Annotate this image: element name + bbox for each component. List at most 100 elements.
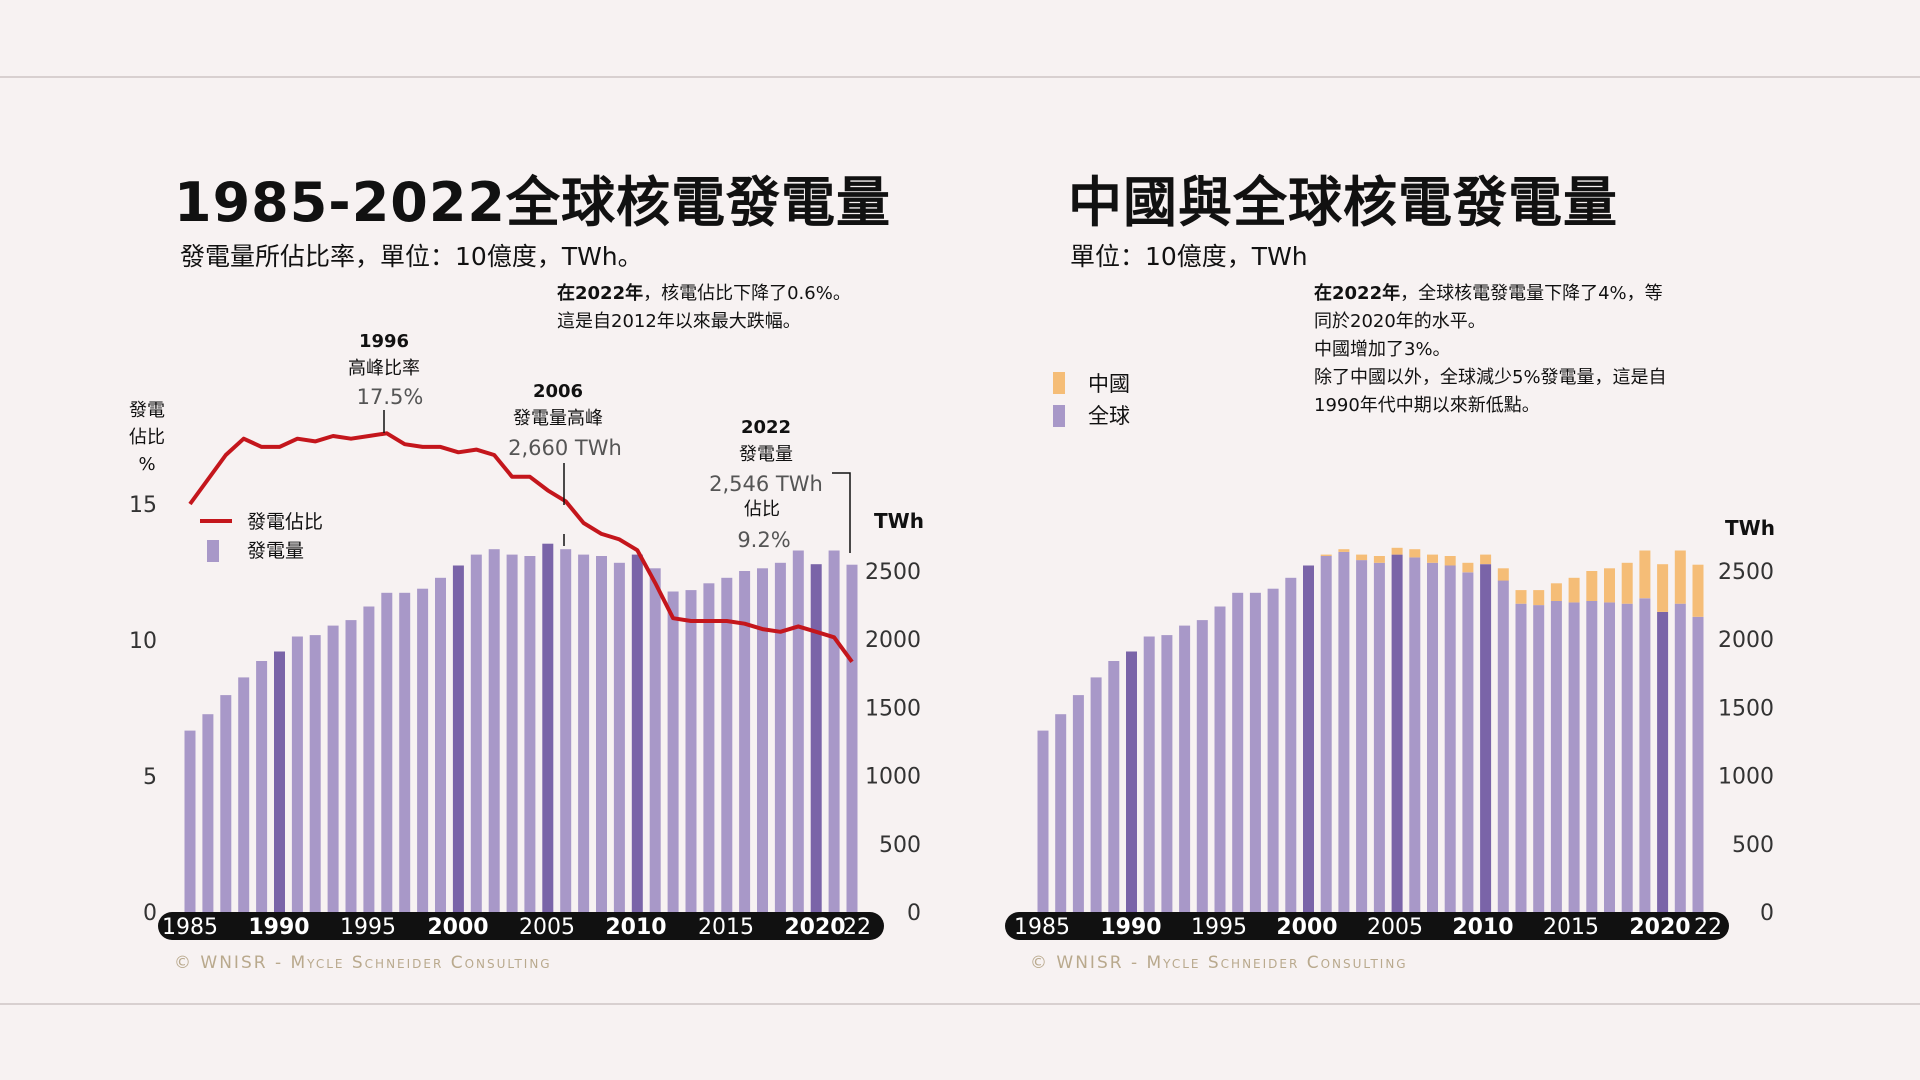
bar-world-2015 bbox=[1568, 602, 1580, 912]
bar-china-2018 bbox=[1621, 562, 1633, 604]
bar-generation-2009 bbox=[613, 562, 625, 912]
right-x-tick-1990: 1990 bbox=[1100, 915, 1161, 940]
right-note-line4: 除了中國以外，全球減少5%發電量，這是自 bbox=[1314, 367, 1667, 388]
right-chart-title: 中國與全球核電發電量 bbox=[1068, 171, 1618, 234]
right-y-tick-0: 0 bbox=[907, 901, 921, 926]
bar-china-2021 bbox=[1674, 550, 1686, 604]
bar-generation-1996 bbox=[381, 592, 393, 912]
left-note-line1: ，核電佔比下降了0.6%。 bbox=[643, 283, 851, 304]
bar-world-1990 bbox=[1126, 651, 1137, 912]
legend-generation-label: 發電量 bbox=[247, 540, 304, 562]
bar-china-2003 bbox=[1356, 554, 1368, 561]
left-note-bold: 在2022年 bbox=[557, 283, 644, 304]
right-x-tick-1985: 1985 bbox=[1014, 915, 1070, 940]
bar-world-2021 bbox=[1674, 603, 1686, 912]
bar-generation-1998 bbox=[417, 588, 429, 912]
bar-world-2016 bbox=[1586, 601, 1598, 912]
legend-china-swatch bbox=[1053, 372, 1065, 394]
annotation-2006-label: 發電量高峰 bbox=[513, 408, 603, 429]
bar-world-2011 bbox=[1497, 580, 1509, 912]
bar-world-2002 bbox=[1338, 551, 1350, 912]
right-bars bbox=[1037, 547, 1704, 912]
bar-world-2001 bbox=[1320, 556, 1332, 912]
bar-china-2004 bbox=[1373, 556, 1385, 563]
bar-world-1995 bbox=[1214, 606, 1226, 912]
right-chart-y-tick-1000: 1000 bbox=[1718, 765, 1774, 790]
annotation-2022-value: 2,546 TWh bbox=[709, 472, 823, 496]
left-x-tick-1985: 1985 bbox=[162, 915, 218, 940]
left-x-tick-2005: 2005 bbox=[519, 915, 575, 940]
bar-china-2005 bbox=[1391, 547, 1403, 555]
bar-generation-1999 bbox=[435, 577, 446, 912]
bar-world-2020 bbox=[1657, 611, 1669, 912]
bar-world-2014 bbox=[1550, 601, 1562, 912]
bar-generation-2000 bbox=[452, 565, 464, 912]
bar-world-1999 bbox=[1285, 577, 1297, 912]
bar-generation-2001 bbox=[470, 554, 482, 912]
bar-china-2002 bbox=[1338, 549, 1350, 552]
left-y-tick-15: 15 bbox=[129, 493, 157, 518]
bar-world-2008 bbox=[1444, 565, 1456, 912]
bar-world-1985 bbox=[1037, 730, 1049, 912]
legend-world-swatch bbox=[1053, 405, 1065, 427]
bar-china-2011 bbox=[1497, 568, 1509, 581]
left-axis-label-line3: % bbox=[138, 454, 155, 475]
bar-china-2019 bbox=[1639, 550, 1651, 599]
bar-generation-2015 bbox=[721, 577, 733, 912]
right-x-tick-2005: 2005 bbox=[1367, 915, 1423, 940]
left-x-tick-2015: 2015 bbox=[698, 915, 754, 940]
bar-world-1992 bbox=[1161, 635, 1173, 912]
right-chart-credit: © WNISR - Mycle Schneider Consulting bbox=[1030, 953, 1408, 973]
bar-world-2003 bbox=[1356, 560, 1368, 912]
bar-china-2020 bbox=[1657, 564, 1669, 612]
right-x-tick-2015: 2015 bbox=[1543, 915, 1599, 940]
bar-generation-2013 bbox=[685, 590, 697, 912]
top-divider bbox=[0, 76, 1920, 78]
bar-world-2019 bbox=[1639, 598, 1651, 912]
bar-china-2001 bbox=[1320, 554, 1332, 556]
left-share-line-group bbox=[188, 431, 854, 663]
annotation-2022-label2: 佔比 bbox=[744, 499, 780, 520]
bar-china-2007 bbox=[1427, 554, 1438, 563]
bar-generation-2014 bbox=[703, 583, 715, 912]
left-chart-note: 在2022年，核電佔比下降了0.6%。 這是自2012年以來最大跌幅。 bbox=[557, 280, 851, 336]
bar-generation-2022 bbox=[846, 564, 858, 912]
bar-generation-1988 bbox=[238, 677, 250, 912]
right-chart-y-tick-1500: 1500 bbox=[1718, 696, 1774, 721]
right-y-tick-1000: 1000 bbox=[865, 765, 921, 790]
right-y-tick-2500: 2500 bbox=[865, 560, 921, 585]
bar-world-2018 bbox=[1621, 603, 1633, 912]
bar-generation-2010 bbox=[631, 554, 643, 912]
annotation-1996-label: 高峰比率 bbox=[348, 358, 420, 379]
left-axis-ticks: 0 5 10 15 0 500 1000 1500 2000 2500 bbox=[129, 493, 921, 926]
bar-world-2005 bbox=[1391, 554, 1403, 912]
bar-world-2004 bbox=[1373, 562, 1385, 912]
annotation-2006-year: 2006 bbox=[533, 381, 583, 402]
right-chart-note: 在2022年，全球核電發電量下降了4%，等 同於2020年的水平。 中國增加了3… bbox=[1314, 280, 1667, 420]
bar-china-2017 bbox=[1604, 568, 1615, 603]
left-x-band bbox=[158, 912, 884, 940]
bar-generation-2019 bbox=[792, 550, 804, 912]
left-chart-title: 1985-2022全球核電發電量 bbox=[174, 171, 891, 234]
annotation-2022-label: 發電量 bbox=[739, 444, 793, 465]
annotation-2022-bracket bbox=[832, 472, 851, 553]
bar-china-2008 bbox=[1444, 556, 1456, 566]
bar-generation-2002 bbox=[488, 549, 500, 912]
right-x-band bbox=[1005, 912, 1729, 940]
left-axis-label-line2: 佔比 bbox=[129, 427, 165, 448]
bar-generation-2020 bbox=[810, 564, 822, 912]
right-note-bold: 在2022年 bbox=[1314, 283, 1401, 304]
bar-generation-1987 bbox=[220, 695, 232, 912]
legend-china-label: 中國 bbox=[1088, 372, 1130, 396]
bar-world-2009 bbox=[1462, 572, 1474, 912]
bar-generation-2021 bbox=[828, 550, 840, 912]
bar-generation-2007 bbox=[578, 554, 590, 912]
bar-world-1997 bbox=[1249, 592, 1261, 912]
bar-generation-1992 bbox=[309, 635, 321, 912]
right-chart-y-tick-500: 500 bbox=[1732, 833, 1774, 858]
bar-generation-2008 bbox=[596, 556, 607, 912]
bar-china-2016 bbox=[1586, 571, 1598, 601]
legend-world-label: 全球 bbox=[1088, 404, 1130, 428]
